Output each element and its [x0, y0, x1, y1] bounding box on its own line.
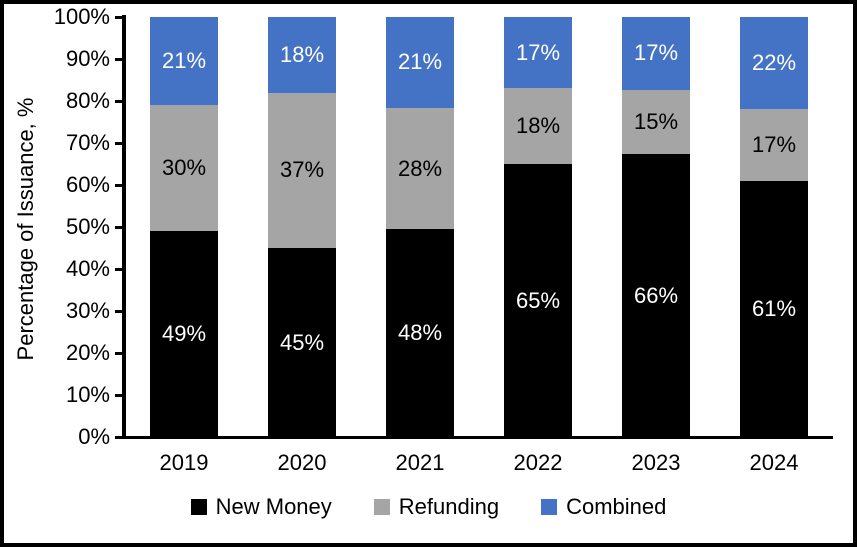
bar-column: 66% 15% 17%	[622, 17, 690, 437]
y-axis-tick-mark	[115, 267, 125, 271]
segment-data-label: 48%	[397, 320, 443, 346]
legend: New Money Refunding Combined	[0, 492, 857, 522]
segment-data-label: 30%	[161, 155, 207, 181]
y-axis-tick-mark	[115, 309, 125, 313]
bar-segment: 37%	[268, 92, 336, 248]
x-tick-label: 2020	[277, 450, 327, 475]
bar-segment: 21%	[386, 17, 454, 108]
x-tick-label: 2019	[159, 450, 209, 475]
bar-column: 49% 30% 21%	[150, 17, 218, 437]
segment-data-label: 17%	[633, 40, 679, 66]
y-tick-label: 30%	[65, 298, 110, 323]
x-axis	[115, 436, 833, 439]
legend-label: Refunding	[398, 494, 500, 519]
bar-segment: 61%	[740, 180, 808, 437]
segment-data-label: 18%	[279, 41, 325, 67]
segment-data-label: 45%	[279, 329, 325, 355]
y-tick-label: 90%	[65, 46, 110, 71]
bar-column: 45% 37% 18%	[268, 17, 336, 437]
legend-swatch	[190, 499, 207, 515]
y-axis-tick-mark	[115, 57, 125, 61]
y-tick-label: 50%	[65, 214, 110, 239]
bar-segment: 65%	[504, 164, 572, 437]
y-tick-label: 70%	[65, 130, 110, 155]
segment-data-label: 28%	[397, 155, 443, 181]
y-axis-tick-mark	[115, 183, 125, 187]
segment-data-label: 21%	[161, 48, 207, 74]
bar-segment: 18%	[268, 17, 336, 93]
legend-label: Combined	[566, 494, 667, 519]
y-axis-tick-mark	[115, 351, 125, 355]
x-tick-label: 2022	[513, 450, 563, 475]
y-axis-tick-mark	[115, 15, 125, 19]
bar-segment: 17%	[504, 17, 572, 89]
y-tick-label: 100%	[53, 4, 110, 29]
segment-data-label: 18%	[515, 113, 561, 139]
y-tick-label: 10%	[65, 382, 110, 407]
bar-segment: 49%	[150, 231, 218, 437]
y-axis-tick-mark	[115, 141, 125, 145]
bar-segment: 21%	[150, 17, 218, 106]
bar-segment: 66%	[622, 154, 690, 437]
segment-data-label: 61%	[751, 295, 797, 321]
bar-segment: 22%	[740, 17, 808, 110]
bar-segment: 17%	[740, 109, 808, 181]
segment-data-label: 65%	[515, 287, 561, 313]
segment-data-label: 21%	[397, 49, 443, 75]
legend-swatch	[373, 499, 390, 515]
y-axis-tick-mark	[115, 99, 125, 103]
segment-data-label: 22%	[751, 50, 797, 76]
x-tick-label: 2023	[631, 450, 681, 475]
segment-data-label: 15%	[633, 109, 679, 135]
y-tick-label: 60%	[65, 172, 110, 197]
y-tick-label: 20%	[65, 340, 110, 365]
legend-item: Refunding	[373, 494, 500, 520]
y-tick-label: 80%	[65, 88, 110, 113]
bar-column: 65% 18% 17%	[504, 17, 572, 437]
legend-item: New Money	[190, 494, 332, 520]
bar-segment: 28%	[386, 107, 454, 230]
bar-segment: 30%	[150, 105, 218, 232]
bar-segment: 48%	[386, 229, 454, 437]
legend-label: New Money	[215, 494, 332, 519]
y-tick-label: 0%	[78, 424, 110, 449]
segment-data-label: 17%	[751, 132, 797, 158]
segment-data-label: 37%	[279, 157, 325, 183]
y-tick-label: 40%	[65, 256, 110, 281]
y-axis-tick-mark	[115, 435, 125, 439]
bar-segment: 45%	[268, 248, 336, 437]
bar-segment: 18%	[504, 88, 572, 164]
segment-data-label: 66%	[633, 282, 679, 308]
bar-segment: 15%	[622, 89, 690, 155]
bar-column: 48% 28% 21%	[386, 17, 454, 437]
x-tick-label: 2021	[395, 450, 445, 475]
x-tick-label: 2024	[749, 450, 799, 475]
legend-swatch	[541, 499, 558, 515]
bar-segment: 17%	[622, 17, 690, 90]
segment-data-label: 17%	[515, 39, 561, 65]
segment-data-label: 49%	[161, 321, 207, 347]
bar-column: 61% 17% 22%	[740, 17, 808, 437]
y-axis-tick-mark	[115, 393, 125, 397]
y-axis-tick-mark	[115, 225, 125, 229]
legend-item: Combined	[541, 494, 666, 520]
